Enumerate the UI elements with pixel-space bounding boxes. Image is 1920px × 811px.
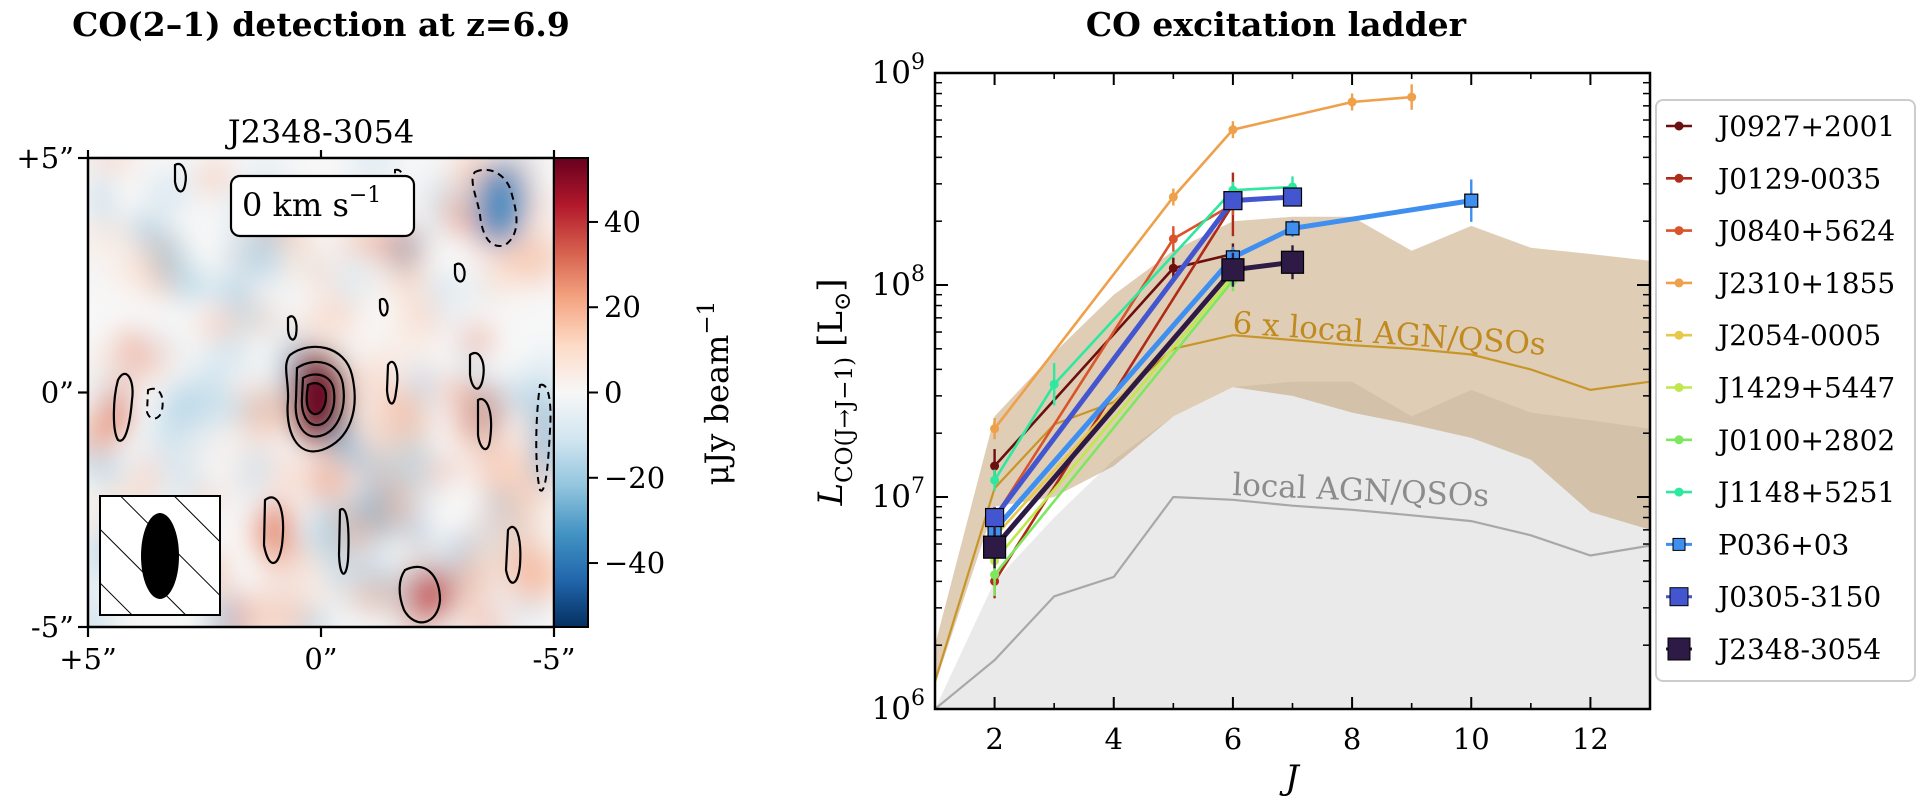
series-J0305-3150 <box>984 187 1303 529</box>
colorbar-tick-label: −40 <box>604 546 665 580</box>
x-tick-label: 10 <box>1453 722 1490 756</box>
legend-label: J0927+2001 <box>1715 110 1895 143</box>
series-line <box>992 198 1472 532</box>
negative-contours <box>145 168 552 492</box>
data-point <box>990 475 1000 485</box>
colorbar-label: μJy beam <box>698 335 736 486</box>
legend-item: J1429+5447 <box>1666 372 1895 405</box>
legend-label: P036+03 <box>1718 528 1849 561</box>
band-median-line <box>935 495 1650 709</box>
legend-item: J0305-3150 <box>1666 581 1881 614</box>
legend-item: P036+03 <box>1666 528 1849 561</box>
velocity-unit-exponent: −1 <box>349 183 381 208</box>
x-axis-label: J <box>1279 758 1301 798</box>
y-tick-label: 108 <box>872 262 925 303</box>
legend-label: J2310+1855 <box>1715 267 1895 300</box>
legend-label: J1429+5447 <box>1715 372 1895 405</box>
map-x-tick-label: +5” <box>59 642 117 676</box>
legend-item: J1148+5251 <box>1666 476 1895 509</box>
series-line <box>993 279 1234 576</box>
series-J2310+1855 <box>990 84 1417 440</box>
data-point <box>1285 221 1300 236</box>
data-point <box>1168 192 1178 202</box>
map-source-name: J2348-3054 <box>225 113 415 151</box>
velocity-label: 0 km s−1 <box>229 174 416 238</box>
y-tick-label: 106 <box>872 686 925 727</box>
data-point <box>990 570 1000 580</box>
left-panel-title: CO(2–1) detection at z=6.9 <box>72 5 570 44</box>
legend-label: J2054-0005 <box>1715 319 1881 352</box>
right-panel: CO excitation ladder 6 x local AGN/QSOsl… <box>811 5 1916 798</box>
x-tick-label: 6 <box>1224 722 1242 756</box>
map-axes: +5” 0” -5”+5”0”-5” <box>16 141 575 676</box>
data-point <box>1223 191 1243 211</box>
x-tick-label: 8 <box>1343 722 1361 756</box>
legend-label: J2348-3054 <box>1715 633 1881 666</box>
svg-text:0 km s−1: 0 km s−1 <box>242 183 381 224</box>
legend-item: J0840+5624 <box>1666 215 1895 248</box>
map-y-tick-label: -5” <box>31 610 74 644</box>
left-panel: CO(2–1) detection at z=6.9 J2348-3054 <box>16 5 736 676</box>
map-x-tick-label: -5” <box>532 642 575 676</box>
data-point <box>1221 258 1245 282</box>
data-point <box>1168 234 1178 244</box>
y-tick-label: 109 <box>872 50 925 91</box>
band-area <box>935 381 1650 709</box>
legend-item: J2348-3054 <box>1666 633 1881 666</box>
legend-label: J0305-3150 <box>1715 581 1881 614</box>
legend: J0927+2001 J0129-0035 J0840+5624 J2310+1855… <box>1655 99 1916 682</box>
data-point <box>982 535 1007 559</box>
legend-box <box>1655 99 1916 682</box>
legend-label: J0840+5624 <box>1715 215 1895 248</box>
series-J2348-3054 <box>982 245 1305 569</box>
data-point <box>1347 97 1357 107</box>
colorbar-tick-label: 40 <box>604 205 641 239</box>
data-point <box>990 461 1000 471</box>
data-point <box>1282 187 1303 207</box>
chart-title: CO excitation ladder <box>1086 5 1467 44</box>
data-point <box>1168 263 1178 273</box>
y-tick-label: 107 <box>872 474 925 515</box>
velocity-value: 0 km s <box>242 186 349 224</box>
data-point <box>1049 379 1059 389</box>
x-tick-label: 2 <box>985 722 1003 756</box>
colorbar-gradient <box>553 157 589 628</box>
colorbar-tick-label: −20 <box>604 461 665 495</box>
legend-item: J0129-0035 <box>1666 162 1881 195</box>
map-y-tick-label: +5” <box>16 141 74 175</box>
legend-label: J1148+5251 <box>1715 476 1895 509</box>
map-x-tick-label: 0” <box>304 642 337 676</box>
legend-label: J0100+2802 <box>1715 424 1895 457</box>
legend-item: J0927+2001 <box>1666 110 1895 143</box>
map-y-tick-label: 0” <box>41 376 74 410</box>
series-line <box>993 185 1293 481</box>
y-axis-label: LCO(J→J−1)[L⊙] <box>811 279 858 507</box>
legend-item: J0100+2802 <box>1666 424 1895 457</box>
data-point <box>1280 250 1305 274</box>
x-tick-label: 4 <box>1105 722 1123 756</box>
colorbar-label-exponent: −1 <box>694 301 720 335</box>
beam-inset <box>99 495 221 616</box>
data-point <box>1407 92 1417 102</box>
colorbar-tick-label: 0 <box>604 376 622 410</box>
data-point <box>1228 125 1238 135</box>
colorbar: 40 20 0 −20 −40 μJy beam−1 <box>553 157 736 628</box>
legend-label: J0129-0035 <box>1715 162 1881 195</box>
data-point <box>984 507 1005 528</box>
legend-item: J2054-0005 <box>1666 319 1881 352</box>
series-line <box>993 275 1234 562</box>
colorbar-tick-label: 20 <box>604 290 641 324</box>
legend-item: J2310+1855 <box>1666 267 1895 300</box>
emission-contours <box>112 162 522 624</box>
data-point <box>990 424 1000 434</box>
svg-text:μJy beam−1: μJy beam−1 <box>694 301 736 486</box>
data-point <box>1464 193 1479 208</box>
intensity-map: 0 km s−1 <box>88 158 554 627</box>
x-tick-label: 12 <box>1572 722 1609 756</box>
